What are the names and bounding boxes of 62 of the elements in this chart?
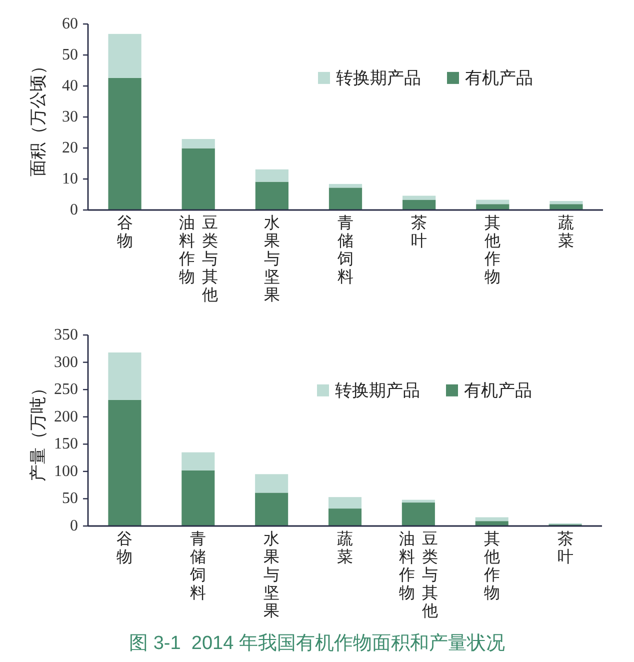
y-tick-label: 300 — [54, 354, 78, 371]
x-tick-label: 青储饲料 — [190, 531, 206, 603]
bar — [402, 196, 436, 200]
x-tick-label: 茶叶 — [411, 215, 428, 251]
bar — [550, 201, 583, 204]
y-tick-label: 0 — [70, 518, 78, 534]
bar — [182, 139, 215, 148]
y-tick-label: 100 — [54, 462, 78, 480]
bar — [182, 452, 215, 470]
y-tick-label: 0 — [70, 202, 78, 218]
bar — [182, 148, 215, 210]
bar — [108, 400, 142, 526]
bar — [475, 521, 508, 526]
bar — [328, 497, 362, 509]
bar — [475, 517, 508, 522]
legend-label: 有机产品 — [464, 380, 532, 400]
bar — [402, 500, 435, 503]
y-tick-label: 200 — [54, 408, 78, 426]
bar — [476, 200, 510, 204]
bar — [550, 204, 583, 210]
x-tick-label: 其他作物 — [484, 215, 501, 287]
x-tick-label: 蔬菜 — [558, 215, 574, 251]
caption: 图 3-1 2014 年我国有机作物面积和产量状况 — [128, 632, 506, 656]
category-label: 豆类与其他油料作物 — [178, 215, 218, 304]
bar — [255, 182, 288, 210]
y-tick-label: 20 — [62, 140, 78, 156]
bar — [108, 34, 142, 78]
x-tick-label: 其他作物 — [484, 531, 500, 603]
bar — [328, 184, 362, 188]
y-tick-label: 50 — [62, 490, 78, 508]
y-tick-label: 250 — [54, 381, 78, 398]
legend-label: 转换期产品 — [335, 380, 420, 400]
x-tick-label: 谷物 — [116, 215, 133, 251]
x-tick-label: 蔬菜 — [337, 531, 353, 567]
bar — [255, 169, 288, 182]
y-tick-label: 30 — [62, 108, 78, 126]
legend-label: 有机产品 — [465, 68, 533, 88]
x-tick-label: 水果与坚果 — [264, 531, 280, 621]
x-tick-label: 水果与坚果 — [264, 215, 280, 305]
y-tick-label: 150 — [54, 436, 78, 453]
category-label: 豆类与其他油料作物 — [398, 531, 438, 620]
legend-label: 转换期产品 — [336, 68, 421, 88]
y-tick-label: 40 — [62, 78, 78, 94]
x-tick-label: 谷物 — [116, 531, 133, 567]
bar — [402, 200, 436, 210]
y-tick-label: 10 — [62, 170, 78, 188]
y-tick-label: 60 — [62, 16, 78, 32]
bar — [108, 352, 142, 400]
bar — [476, 204, 510, 210]
bar — [328, 188, 362, 210]
x-tick-label: 青储饲料 — [338, 215, 354, 287]
bar — [255, 492, 288, 526]
y-tick-label: 350 — [54, 326, 78, 344]
bar — [108, 78, 142, 210]
y-axis-title: 产量（万吨） — [28, 380, 48, 482]
y-tick-label: 50 — [62, 46, 78, 64]
y-axis-title: 面积（万公顷） — [28, 58, 48, 176]
bar — [182, 470, 215, 526]
x-tick-label: 茶叶 — [557, 531, 574, 567]
bar — [328, 508, 362, 526]
bar — [255, 474, 288, 493]
bar — [402, 502, 435, 526]
